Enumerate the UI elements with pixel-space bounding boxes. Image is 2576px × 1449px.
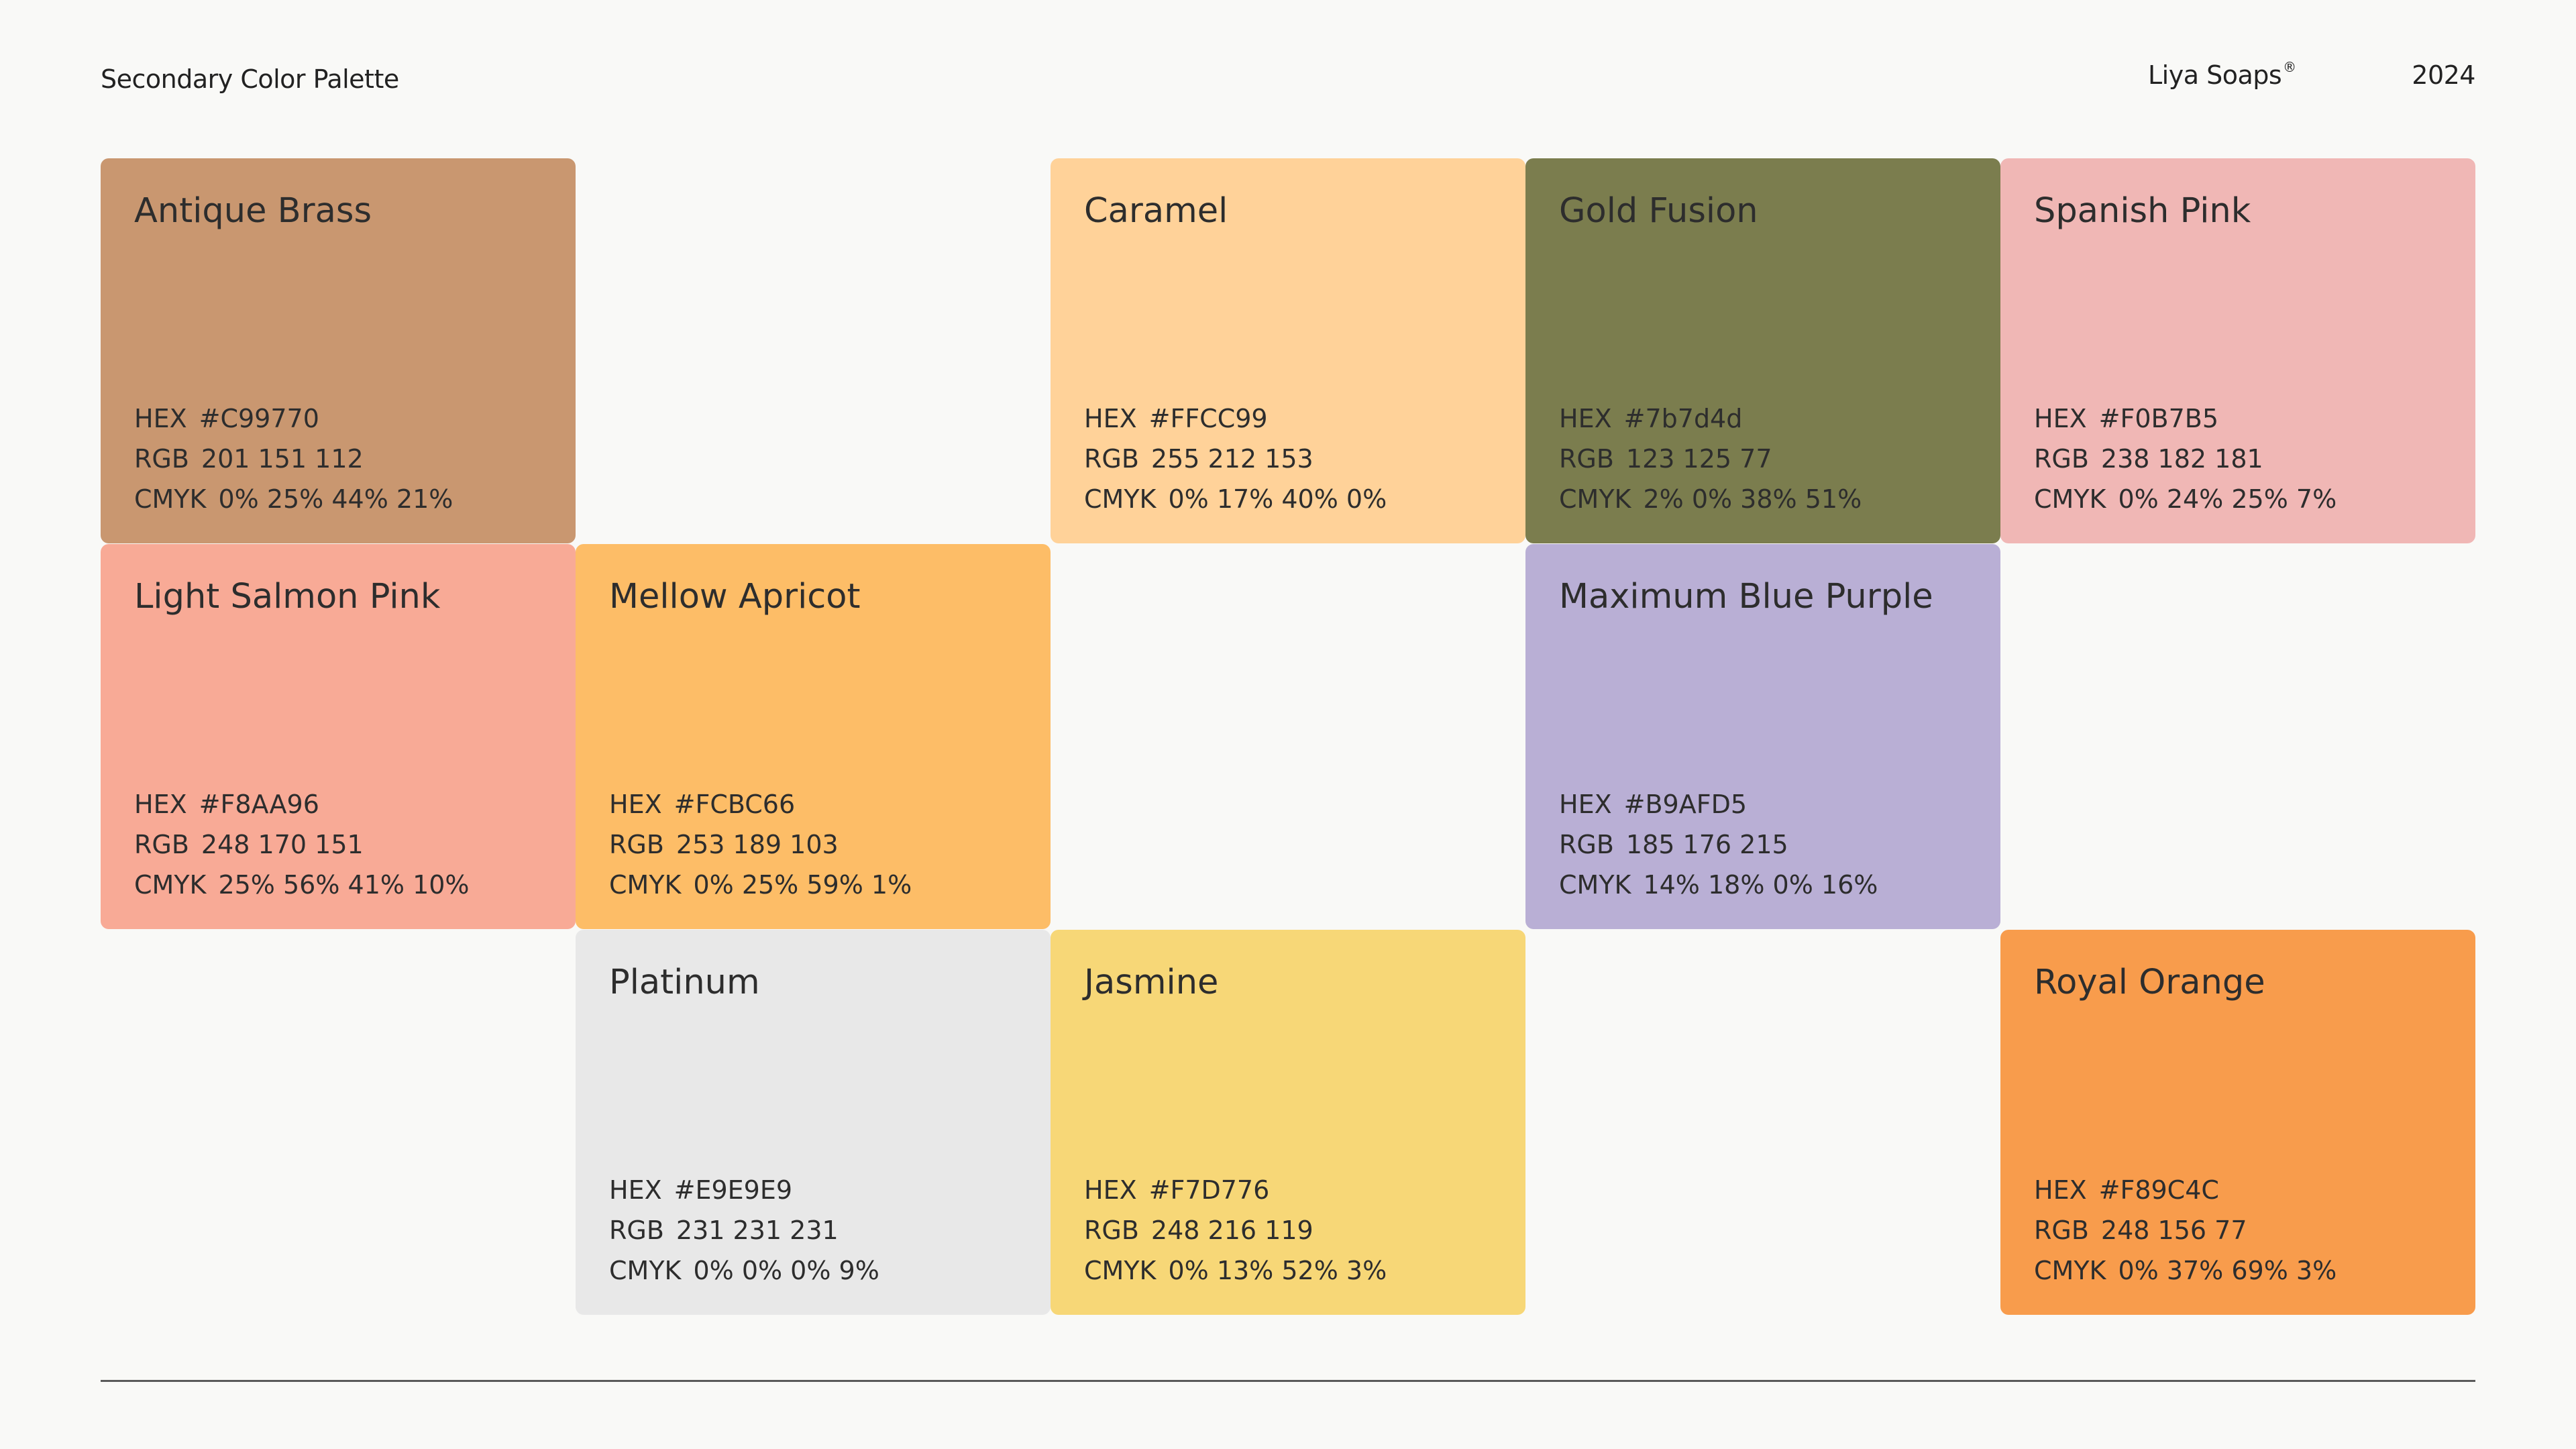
hex-value: #C99770 [199,404,319,433]
rgb-value: 255 212 153 [1150,444,1313,474]
rgb-label: RGB [1084,444,1139,474]
cmyk-value: 0% 25% 59% 1% [693,870,912,900]
swatch-royal-orange: Royal Orange HEX #F89C4C RGB 248 156 77 CM… [2000,930,2475,1315]
rgb-value: 238 182 181 [2100,444,2263,474]
cmyk-value: 0% 24% 25% 7% [2118,484,2337,514]
hex-value: #F8AA96 [199,790,319,819]
cmyk-label: CMYK [1084,484,1157,514]
cmyk-value: 14% 18% 0% 16% [1643,870,1878,900]
hex-value: #FCBC66 [674,790,796,819]
swatch-name: Antique Brass [134,191,372,231]
rgb-value: 231 231 231 [676,1216,839,1245]
cmyk-label: CMYK [1084,1256,1157,1285]
rgb-value: 185 176 215 [1625,830,1788,859]
hex-label: HEX [134,404,187,433]
swatch-name: Jasmine [1084,963,1219,1002]
rgb-value: 201 151 112 [201,444,364,474]
swatch-antique-brass: Antique Brass HEX #C99770 RGB 201 151 112 … [101,158,576,543]
hex-value: #F0B7B5 [2098,404,2218,433]
hex-label: HEX [134,790,187,819]
rgb-label: RGB [134,830,189,859]
hex-label: HEX [1559,790,1612,819]
hex-label: HEX [1559,404,1612,433]
cmyk-label: CMYK [134,870,207,900]
hex-value: #B9AFD5 [1623,790,1748,819]
swatch-name: Royal Orange [2034,963,2265,1002]
rgb-label: RGB [1084,1216,1139,1245]
swatch-name: Spanish Pink [2034,191,2251,231]
rgb-value: 248 170 151 [201,830,364,859]
cmyk-label: CMYK [1559,870,1631,900]
rgb-value: 123 125 77 [1625,444,1772,474]
swatch-values: HEX #F7D776 RGB 248 216 119 CMYK 0% 13% 52%… [1084,1170,1387,1291]
swatch-values: HEX #F8AA96 RGB 248 170 151 CMYK 25% 56% 41… [134,784,470,905]
cmyk-label: CMYK [1559,484,1631,514]
swatch-spanish-pink: Spanish Pink HEX #F0B7B5 RGB 238 182 181 C… [2000,158,2475,543]
cmyk-value: 25% 56% 41% 10% [218,870,470,900]
rgb-value: 253 189 103 [676,830,839,859]
hex-value: #F89C4C [2098,1175,2219,1205]
hex-label: HEX [609,790,662,819]
swatch-values: HEX #E9E9E9 RGB 231 231 231 CMYK 0% 0% 0% 9… [609,1170,879,1291]
brand-name: Liya Soaps ® [2148,59,2296,90]
cmyk-label: CMYK [2034,1256,2106,1285]
swatch-name: Caramel [1084,191,1228,231]
swatch-light-salmon-pink: Light Salmon Pink HEX #F8AA96 RGB 248 170 … [101,544,576,929]
swatch-name: Gold Fusion [1559,191,1758,231]
rgb-label: RGB [609,1216,664,1245]
swatch-values: HEX #C99770 RGB 201 151 112 CMYK 0% 25% 44%… [134,398,453,519]
swatch-mellow-apricot: Mellow Apricot HEX #FCBC66 RGB 253 189 103… [576,544,1051,929]
cmyk-value: 2% 0% 38% 51% [1643,484,1862,514]
rgb-label: RGB [1559,444,1614,474]
swatch-name: Maximum Blue Purple [1559,577,1933,616]
swatch-values: HEX #FFCC99 RGB 255 212 153 CMYK 0% 17% 40%… [1084,398,1387,519]
hex-value: #FFCC99 [1148,404,1268,433]
hex-value: #E9E9E9 [674,1175,793,1205]
swatch-caramel: Caramel HEX #FFCC99 RGB 255 212 153 CMYK 0%… [1051,158,1525,543]
rgb-label: RGB [134,444,189,474]
cmyk-label: CMYK [134,484,207,514]
cmyk-label: CMYK [609,1256,682,1285]
hex-label: HEX [1084,404,1137,433]
hex-value: #F7D776 [1148,1175,1270,1205]
rgb-label: RGB [609,830,664,859]
cmyk-label: CMYK [609,870,682,900]
rgb-label: RGB [2034,444,2089,474]
swatch-name: Mellow Apricot [609,577,861,616]
swatch-name: Platinum [609,963,760,1002]
hex-label: HEX [1084,1175,1137,1205]
swatch-values: HEX #F89C4C RGB 248 156 77 CMYK 0% 37% 69% … [2034,1170,2337,1291]
rgb-value: 248 216 119 [1150,1216,1313,1245]
cmyk-value: 0% 25% 44% 21% [218,484,453,514]
brand-text: Liya Soaps [2148,60,2282,90]
cmyk-value: 0% 13% 52% 3% [1168,1256,1387,1285]
registered-mark: ® [2283,59,2296,76]
hex-label: HEX [2034,1175,2087,1205]
swatch-values: HEX #F0B7B5 RGB 238 182 181 CMYK 0% 24% 25%… [2034,398,2337,519]
palette-grid: Antique Brass HEX #C99770 RGB 201 151 112 … [101,158,2475,1315]
rgb-label: RGB [2034,1216,2089,1245]
swatch-maximum-blue-purple: Maximum Blue Purple HEX #B9AFD5 RGB 185 17… [1525,544,2000,929]
rgb-value: 248 156 77 [2100,1216,2247,1245]
swatch-values: HEX #7b7d4d RGB 123 125 77 CMYK 2% 0% 38% 5… [1559,398,1862,519]
header-title: Secondary Color Palette [101,64,399,94]
header-year: 2024 [2412,60,2475,90]
footer-divider [101,1380,2475,1382]
cmyk-value: 0% 37% 69% 3% [2118,1256,2337,1285]
cmyk-value: 0% 0% 0% 9% [693,1256,879,1285]
rgb-label: RGB [1559,830,1614,859]
hex-value: #7b7d4d [1623,404,1743,433]
swatch-name: Light Salmon Pink [134,577,441,616]
swatch-gold-fusion: Gold Fusion HEX #7b7d4d RGB 123 125 77 CMY… [1525,158,2000,543]
cmyk-label: CMYK [2034,484,2106,514]
swatch-values: HEX #FCBC66 RGB 253 189 103 CMYK 0% 25% 59%… [609,784,912,905]
hex-label: HEX [609,1175,662,1205]
swatch-platinum: Platinum HEX #E9E9E9 RGB 231 231 231 CMYK 0… [576,930,1051,1315]
swatch-values: HEX #B9AFD5 RGB 185 176 215 CMYK 14% 18% 0%… [1559,784,1878,905]
cmyk-value: 0% 17% 40% 0% [1168,484,1387,514]
swatch-jasmine: Jasmine HEX #F7D776 RGB 248 216 119 CMYK 0%… [1051,930,1525,1315]
hex-label: HEX [2034,404,2087,433]
